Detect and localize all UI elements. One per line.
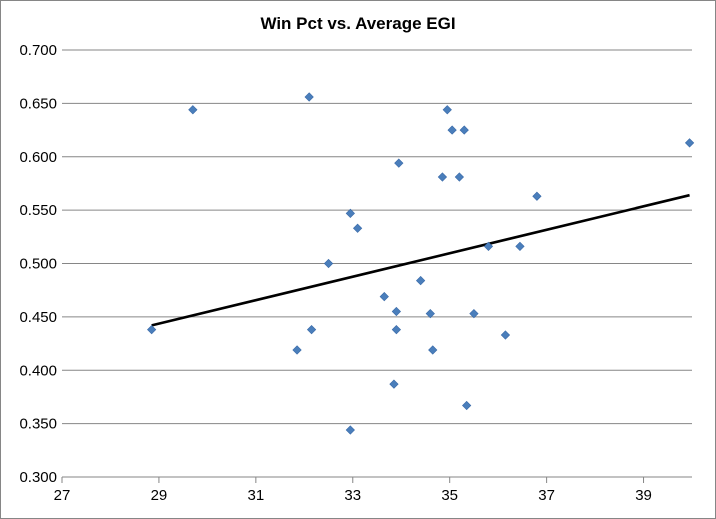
y-tick-label: 0.550 (19, 202, 57, 219)
y-tick-label: 0.350 (19, 416, 57, 433)
data-point (500, 330, 511, 340)
data-point (684, 138, 695, 148)
data-point (345, 208, 355, 218)
data-point (437, 172, 448, 182)
y-tick-label: 0.400 (19, 362, 57, 379)
x-tick-label: 37 (538, 487, 555, 504)
data-point (323, 258, 334, 269)
data-point (515, 241, 525, 252)
x-tick-label: 33 (344, 487, 361, 504)
y-tick-label: 0.450 (19, 309, 57, 326)
y-tick-label: 0.650 (19, 95, 57, 112)
x-axis-tick-labels: 27 29 31 33 35 37 39 (54, 487, 652, 504)
y-tick-label: 0.700 (19, 42, 57, 59)
data-point (389, 379, 399, 389)
y-tick-label: 0.300 (19, 469, 57, 486)
trendline (151, 193, 690, 327)
data-point (304, 92, 314, 102)
data-point (147, 325, 157, 335)
data-point (442, 105, 452, 115)
data-point (394, 158, 404, 168)
data-point (483, 241, 494, 252)
x-tick-label: 27 (54, 487, 71, 504)
data-point (415, 275, 426, 286)
data-point (292, 345, 302, 355)
data-point (391, 306, 402, 317)
x-axis-ticks (61, 477, 645, 483)
data-point (532, 191, 542, 201)
data-point (428, 345, 438, 355)
data-point (352, 223, 363, 233)
data-points (147, 92, 695, 435)
gridlines (62, 49, 692, 425)
x-tick-label: 29 (151, 487, 168, 504)
data-point (469, 309, 479, 319)
x-tick-label: 31 (248, 487, 265, 504)
data-point (454, 172, 465, 182)
data-point (345, 425, 355, 435)
data-point (379, 291, 389, 302)
data-point (459, 125, 469, 135)
data-point (306, 325, 317, 335)
data-point (447, 125, 457, 135)
data-point (188, 105, 198, 115)
x-tick-label: 35 (441, 487, 458, 504)
y-axis-tick-labels: 0.300 0.350 0.400 0.450 0.500 0.550 0.600 0.650… (19, 42, 57, 486)
data-point (391, 325, 402, 335)
x-tick-label: 39 (635, 487, 652, 504)
data-point (425, 309, 435, 319)
y-tick-label: 0.500 (19, 256, 57, 273)
y-tick-label: 0.600 (19, 149, 57, 166)
chart-title: Win Pct vs. Average EGI (260, 14, 455, 33)
data-point (462, 400, 472, 411)
